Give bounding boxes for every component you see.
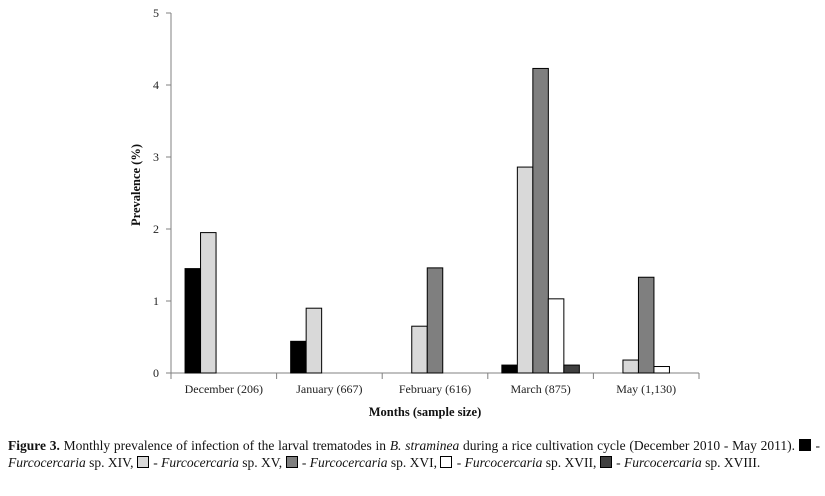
- bar: [622, 359, 639, 374]
- x-axis: December (206) January (667) February (616…: [170, 372, 700, 396]
- caption-dash: -: [149, 455, 162, 470]
- bar: [305, 307, 323, 374]
- legend-swatch-xv: [136, 456, 149, 468]
- caption-dash: -: [612, 455, 624, 470]
- x-tick-label: May (1,130): [616, 382, 676, 396]
- x-tick-label: February (616): [399, 382, 471, 396]
- bar-chart: 0 1 2 3 4 5 December (206) January (667) Februa…: [129, 6, 700, 419]
- y-tick-label: 0: [153, 366, 159, 380]
- bars: [184, 67, 670, 374]
- caption-genus: Furcocercaria: [309, 455, 388, 470]
- y-tick-label: 1: [153, 294, 159, 308]
- legend-swatch-xvi: [285, 456, 298, 468]
- x-tick-label: December (206): [185, 382, 263, 396]
- caption-genus: Furcocercaria: [464, 455, 543, 470]
- bar: [501, 364, 518, 374]
- caption-genus: Furcocercaria: [8, 455, 86, 470]
- y-axis-title: Prevalence (%): [129, 144, 143, 226]
- caption-dash: -: [811, 438, 821, 453]
- caption-label: Figure 3.: [8, 438, 60, 453]
- bar: [184, 268, 202, 374]
- y-axis: 0 1 2 3 4 5: [153, 6, 172, 380]
- legend-label-xviii: sp. XVIII.: [701, 455, 761, 470]
- bar: [563, 364, 580, 374]
- caption-dash: -: [453, 455, 465, 470]
- legend-label-xiv: sp. XIV,: [85, 455, 137, 470]
- bar: [532, 67, 549, 374]
- figure-caption: Figure 3. Monthly prevalence of infectio…: [8, 437, 820, 471]
- caption-genus: Furcocercaria: [161, 455, 239, 470]
- y-tick-label: 4: [153, 78, 159, 92]
- x-tick-label: March (875): [510, 382, 570, 396]
- bar: [653, 366, 670, 374]
- legend-swatch-xvii: [440, 456, 453, 468]
- legend-label-xvi: sp. XVI,: [387, 455, 441, 470]
- x-axis-title: Months (sample size): [369, 405, 482, 419]
- bar: [547, 298, 565, 374]
- caption-text-2: during a rice cultivation cycle (Decembe…: [459, 438, 799, 453]
- caption-species: B. straminea: [389, 438, 460, 453]
- x-tick-label: January (667): [296, 382, 362, 396]
- caption-text-1: Monthly prevalence of infection of the l…: [59, 438, 390, 453]
- legend-swatch-xviii: [599, 456, 612, 468]
- bar: [426, 267, 444, 374]
- caption-genus: Furcocercaria: [623, 455, 702, 470]
- y-tick-label: 5: [153, 6, 159, 20]
- y-tick-label: 3: [153, 150, 159, 164]
- bar: [637, 276, 655, 374]
- legend-label-xv: sp. XV,: [238, 455, 286, 470]
- legend-label-xvii: sp. XVII,: [542, 455, 600, 470]
- caption-dash: -: [298, 455, 310, 470]
- bar: [411, 325, 428, 374]
- bar: [200, 232, 217, 374]
- legend-swatch-xiv: [798, 439, 811, 451]
- bar: [516, 166, 534, 374]
- y-tick-label: 2: [153, 222, 159, 236]
- bar: [290, 340, 307, 374]
